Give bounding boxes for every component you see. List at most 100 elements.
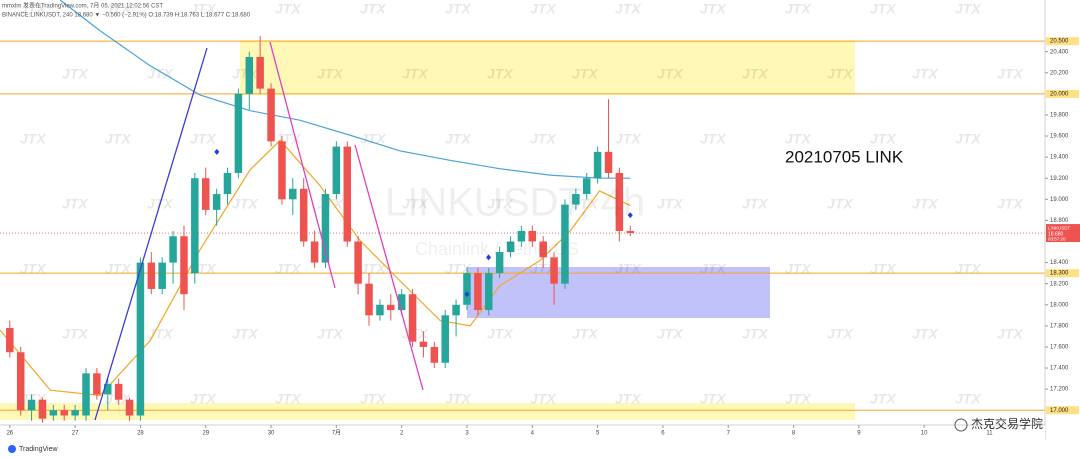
logo-watermark: JTX (785, 391, 812, 407)
x-tick-label: 5 (596, 431, 600, 437)
support-zone (0, 403, 855, 420)
candle-body (27, 399, 36, 411)
y-tick-label: 19.600 (1050, 134, 1069, 140)
price-tag-symbol: LINKUSDT (1048, 225, 1071, 230)
logo-watermark: JTX (955, 391, 982, 407)
resistance-zone (240, 40, 855, 95)
logo-watermark: JTX (700, 261, 727, 277)
logo-watermark: JTX (827, 326, 854, 342)
y-tick-label: 20.200 (1050, 70, 1069, 76)
candle-body (267, 88, 275, 142)
logo-watermark: JTX (870, 1, 897, 17)
logo-watermark: JTX (955, 261, 982, 277)
logo-watermark: JTX (20, 1, 47, 17)
logo-watermark: JTX (742, 196, 769, 212)
logo-watermark: JTX (487, 66, 514, 82)
logo-watermark: JTX (785, 1, 812, 17)
header: mmxlm 发表在TradingView.com, 7月 05, 2021 12… (2, 2, 163, 10)
logo-watermark: JTX (572, 66, 599, 82)
candle-body (365, 283, 373, 316)
candle-body (430, 346, 439, 363)
logo-watermark: JTX (572, 326, 599, 342)
price-tag (1046, 224, 1080, 243)
candle-body (310, 241, 319, 263)
candle-body (60, 410, 68, 416)
candle-body (180, 236, 188, 295)
candle-body (332, 146, 341, 195)
candle-body (572, 194, 580, 205)
logo-watermark: JTX (870, 261, 897, 277)
y-tick-label: 19.000 (1050, 197, 1069, 203)
trend-line (94, 47, 208, 421)
level-tag (1046, 89, 1079, 98)
moving-average (0, 139, 631, 397)
candle-body (408, 294, 417, 342)
y-tick-label: 17.400 (1050, 366, 1069, 372)
level-tag (1046, 37, 1079, 46)
logo-watermark: JTX (232, 326, 259, 342)
logo-watermark: JTX (360, 1, 387, 17)
x-tick-label: 26 (6, 431, 13, 437)
y-tick-label: 19.400 (1050, 155, 1069, 161)
candle-body (506, 241, 515, 253)
logo-watermark: JTX (105, 1, 132, 17)
logo-watermark: JTX (232, 196, 259, 212)
candle-body (234, 93, 243, 173)
x-tick-label: 10 (921, 431, 928, 437)
price-axis (1045, 0, 1080, 440)
signal-marker (627, 212, 633, 219)
logo-watermark: JTX (62, 326, 89, 342)
candle-body (539, 241, 547, 258)
candle-body (245, 56, 254, 94)
level-label: 17.000 (1050, 408, 1069, 414)
y-tick-label: 18.400 (1050, 260, 1069, 266)
logo-watermark: JTX (700, 1, 727, 17)
corner-watermark: 杰克交易学院 (971, 416, 1043, 431)
logo-watermark: JTX (700, 391, 727, 407)
candle-body (495, 252, 504, 274)
x-tick-label: 8 (792, 431, 796, 437)
x-tick-label: 30 (268, 431, 275, 437)
logo-watermark: JTX (147, 66, 174, 82)
footer-logo: TradingView (19, 446, 58, 453)
time-axis (0, 425, 1045, 440)
candle-body (582, 178, 591, 195)
y-tick-label: 17.600 (1050, 345, 1069, 351)
logo-watermark: JTX (402, 196, 429, 212)
candle-body (615, 172, 624, 231)
candle-body (321, 194, 330, 263)
logo-watermark: JTX (317, 196, 344, 212)
price-tag-countdown: 03:57:20 (1048, 236, 1066, 241)
signal-marker (464, 291, 470, 298)
logo-watermark: JTX (317, 326, 344, 342)
candle-body (278, 141, 286, 200)
logo-watermark: JTX (657, 196, 684, 212)
candle-body (6, 327, 14, 353)
x-tick-label: 28 (137, 431, 144, 437)
trend-line (269, 41, 336, 289)
candle-body (397, 294, 406, 311)
logo-watermark: JTX (742, 326, 769, 342)
logo-watermark: JTX (360, 391, 387, 407)
candle-body (463, 273, 471, 305)
logo-watermark: JTX (360, 131, 387, 147)
symbol-watermark: LINKUSDT, 4h (385, 181, 645, 225)
candle-body (593, 151, 602, 179)
logo-watermark: JTX (445, 1, 472, 17)
y-tick-label: 19.800 (1050, 113, 1069, 119)
logo-watermark: JTX (190, 391, 217, 407)
candle-body (256, 56, 264, 89)
logo-watermark: JTX (190, 131, 217, 147)
candle-body (114, 383, 123, 400)
candle-body (561, 204, 569, 284)
level-label: 20.500 (1050, 39, 1069, 45)
logo-watermark: JTX (105, 261, 132, 277)
candle-body (212, 194, 221, 210)
tv-logo-icon (8, 445, 16, 453)
level-tag (1046, 406, 1079, 415)
logo-watermark: JTX (317, 66, 344, 82)
logo-watermark: JTX (402, 66, 429, 82)
corner-icon (954, 418, 968, 432)
logo-watermark: JTX (827, 196, 854, 212)
candle-body (223, 172, 232, 195)
